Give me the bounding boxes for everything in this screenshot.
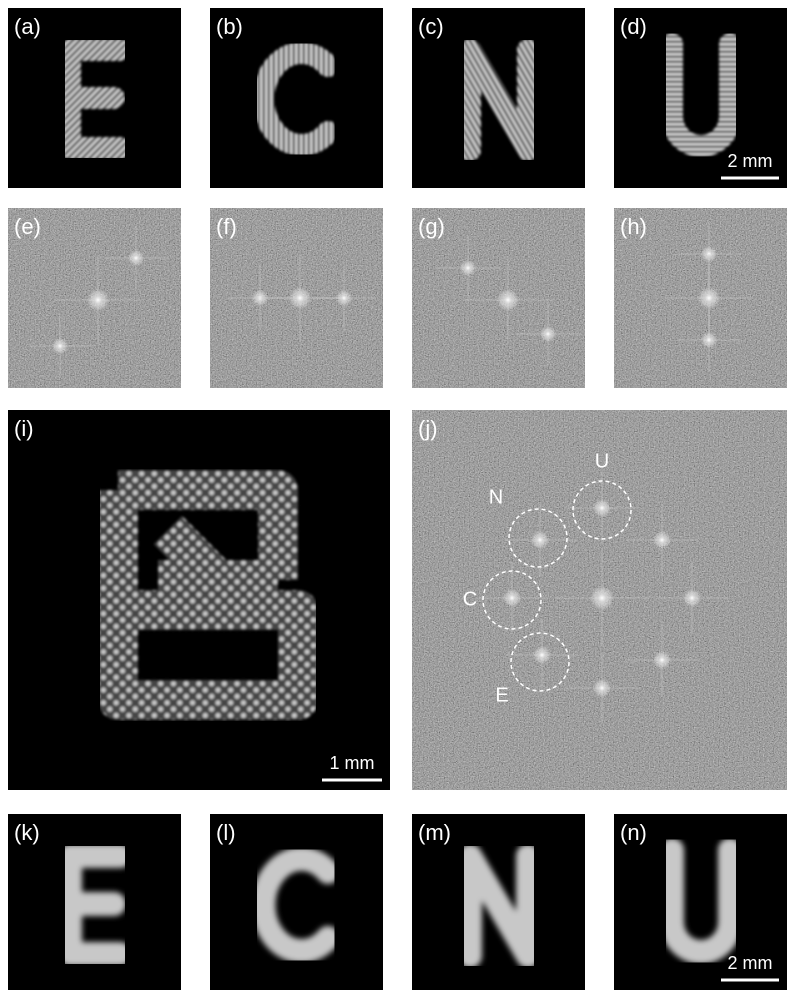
marker-label: U	[595, 450, 609, 472]
panel: (d) 2 mm	[614, 8, 787, 188]
panel: (k)	[8, 814, 181, 990]
fft-spot	[653, 651, 671, 669]
fft-spot	[87, 289, 109, 311]
panel-label: (j)	[418, 416, 438, 441]
fft-spot	[683, 589, 701, 607]
fft-spot	[128, 250, 144, 266]
figure: (a) (b) (c) (d) 2 mm (e) (f) (g) (h) 1 mm (i) U N C E (…	[0, 0, 787, 990]
panel: (g)	[412, 208, 585, 388]
fft-spot	[540, 326, 556, 342]
marker-label: E	[495, 684, 508, 706]
panel-label: (m)	[418, 820, 451, 845]
scale-bar-label: 2 mm	[728, 151, 773, 171]
panel: U N C E (j)	[412, 410, 787, 790]
panel-background	[210, 814, 383, 990]
panel: (c)	[412, 8, 585, 188]
fft-spot	[590, 586, 614, 610]
panel-label: (a)	[14, 14, 41, 39]
panel-label: (e)	[14, 214, 41, 239]
panel-label: (i)	[14, 416, 34, 441]
fft-spot	[336, 290, 352, 306]
fft-spot	[497, 289, 519, 311]
fft-spot	[653, 531, 671, 549]
fft-spot	[460, 260, 476, 276]
scale-bar-label: 2 mm	[728, 953, 773, 973]
fft-spot	[533, 646, 551, 664]
fft-spot	[593, 499, 611, 517]
panel: (b)	[210, 8, 383, 188]
fft-spot	[701, 332, 717, 348]
fft-spot	[531, 531, 549, 549]
scale-bar-label: 1 mm	[330, 753, 375, 773]
panel-label: (k)	[14, 820, 40, 845]
panel-label: (d)	[620, 14, 647, 39]
fft-spot	[698, 287, 720, 309]
marker-label: N	[489, 486, 503, 508]
marker-label: C	[463, 588, 477, 610]
panel-label: (f)	[216, 214, 237, 239]
fft-spot	[289, 287, 311, 309]
panel-label: (n)	[620, 820, 647, 845]
panel: 1 mm (i)	[8, 410, 390, 790]
panel: (a)	[8, 8, 181, 188]
fft-spot	[503, 589, 521, 607]
panel-label: (l)	[216, 820, 236, 845]
panel-label: (b)	[216, 14, 243, 39]
panel-label: (c)	[418, 14, 444, 39]
panel: (m)	[412, 814, 585, 990]
panel: (f)	[210, 208, 383, 388]
fft-spot	[52, 338, 68, 354]
panel: (h)	[614, 208, 787, 388]
panel: (e)	[8, 208, 181, 388]
fft-spot	[593, 679, 611, 697]
panel-label: (h)	[620, 214, 647, 239]
panel: (n) 2 mm	[614, 814, 787, 990]
panel: (l)	[210, 814, 383, 990]
panel-label: (g)	[418, 214, 445, 239]
